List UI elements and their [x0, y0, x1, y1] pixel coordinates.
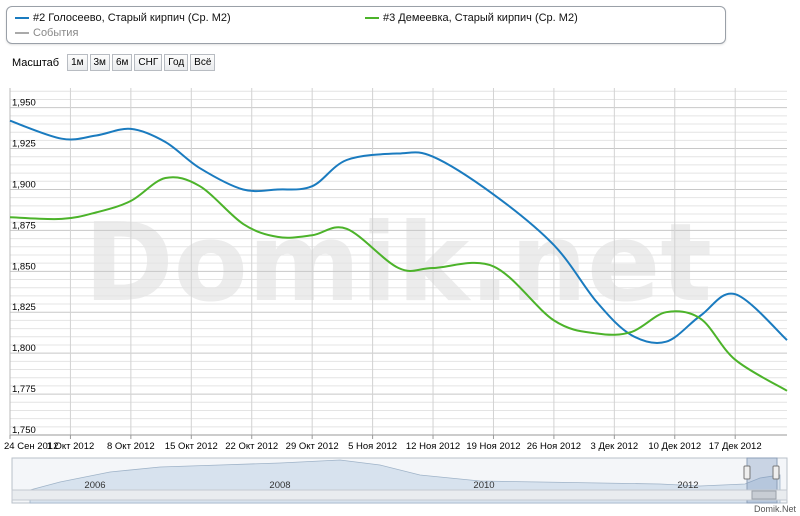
- legend-item-golosievo[interactable]: #2 Голосеево, Старый кирпич (Ср. М2): [15, 12, 231, 24]
- zoom-button-1m[interactable]: 1м: [67, 54, 88, 71]
- y-tick-label: 1,775: [12, 384, 36, 395]
- x-tick-label: 19 Ноя 2012: [466, 441, 520, 452]
- navigator-scrollbar[interactable]: [11, 489, 788, 501]
- x-tick-label: 29 Окт 2012: [286, 441, 339, 452]
- navigator-right-handle[interactable]: [772, 465, 780, 480]
- zoom-button-6m[interactable]: 6м: [111, 54, 133, 71]
- x-tick-label: 17 Дек 2012: [709, 441, 762, 452]
- y-tick-label: 1,850: [12, 261, 36, 272]
- y-tick-label: 1,825: [12, 302, 36, 313]
- series-layer: [9, 119, 788, 392]
- legend-line-golosievo: [15, 17, 29, 19]
- legend-label: #3 Демеевка, Старый кирпич (Ср. М2): [383, 12, 578, 24]
- y-tick-label: 1,750: [12, 425, 36, 436]
- legend-item-demiivka[interactable]: #3 Демеевка, Старый кирпич (Ср. М2): [365, 12, 578, 24]
- footer-credit[interactable]: Domik.Net: [753, 504, 796, 514]
- legend-label: События: [33, 27, 79, 39]
- zoom-button-3m[interactable]: 3м: [89, 54, 110, 71]
- navigator-year: 2006: [84, 480, 105, 491]
- legend-item-events[interactable]: События: [15, 27, 78, 39]
- y-tick-label: 1,875: [12, 220, 36, 231]
- zoom-selector: Масштаб 1м 3м 6м СНГ Год Всё: [12, 54, 217, 71]
- navigator-scrollbar-thumb[interactable]: [751, 490, 777, 500]
- y-tick-label: 1,925: [12, 139, 36, 150]
- zoom-button-all[interactable]: Всё: [190, 54, 216, 71]
- legend-line-demiivka: [365, 17, 379, 19]
- navigator-left-handle[interactable]: [743, 465, 751, 480]
- y-tick-label: 1,950: [12, 98, 36, 109]
- x-tick-label: 1 Окт 2012: [47, 441, 95, 452]
- x-tick-label: 5 Ноя 2012: [348, 441, 397, 452]
- x-tick-label: 26 Ноя 2012: [527, 441, 581, 452]
- series-line-golosievo[interactable]: [9, 119, 788, 344]
- x-tick-label: 3 Дек 2012: [591, 441, 639, 452]
- navigator-year: 2010: [473, 480, 494, 491]
- x-tick-label: 8 Окт 2012: [107, 441, 155, 452]
- x-tick-label: 15 Окт 2012: [165, 441, 218, 452]
- x-tick-label: 24 Сен 2012: [4, 441, 58, 452]
- plot-grid: [9, 88, 787, 436]
- y-axis: 1,750 1,775 1,800 1,825 1,850 1,875 1,900 1,925…: [12, 98, 36, 436]
- plot-background: [10, 88, 787, 435]
- series-line-demiivka[interactable]: [9, 176, 788, 392]
- zoom-label: Масштаб: [12, 56, 60, 69]
- x-tick-label: 22 Окт 2012: [225, 441, 278, 452]
- y-tick-label: 1,900: [12, 179, 36, 190]
- x-tick-label: 12 Ноя 2012: [406, 441, 460, 452]
- zoom-button-year[interactable]: Год: [164, 54, 189, 71]
- zoom-button-ytd[interactable]: СНГ: [134, 54, 163, 71]
- navigator[interactable]: 2006 2008 2010 2012: [11, 457, 788, 504]
- navigator-year: 2008: [269, 480, 290, 491]
- x-tick-label: 10 Дек 2012: [648, 441, 701, 452]
- navigator-year: 2012: [677, 480, 698, 491]
- legend-line-events: [15, 32, 29, 34]
- y-tick-label: 1,800: [12, 343, 36, 354]
- legend-label: #2 Голосеево, Старый кирпич (Ср. М2): [33, 12, 231, 24]
- legend: #2 Голосеево, Старый кирпич (Ср. М2) #3 …: [6, 6, 726, 44]
